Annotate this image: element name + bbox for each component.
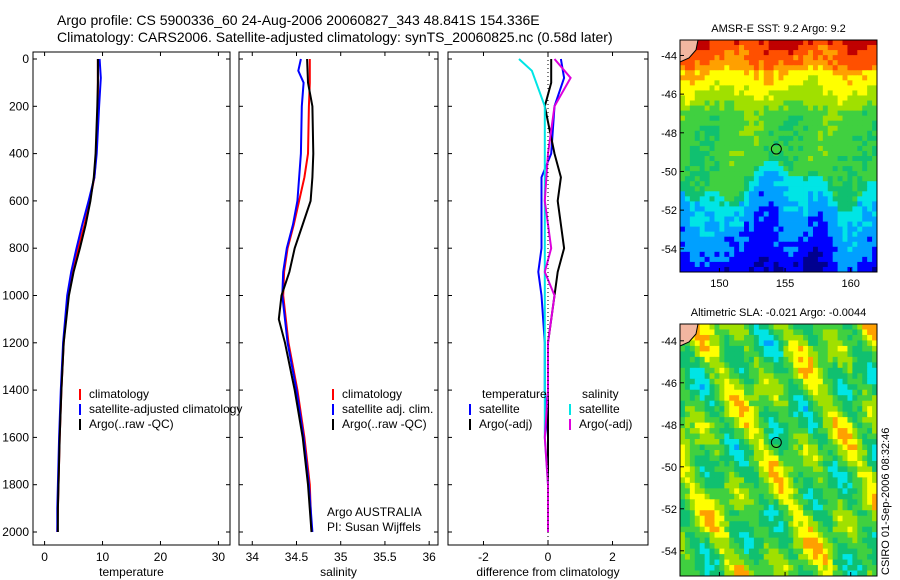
depth-y-tick-label: 600 (9, 194, 29, 208)
difference-legend-entry: satellite (479, 402, 520, 416)
salinity-legend-entry: satellite adj. clim. (342, 402, 433, 416)
salinity-x-axis-label: salinity (320, 565, 357, 579)
salinity-series-satellite-adj-clim- (281, 58, 314, 533)
salinity-x-tick-label: 35.5 (373, 550, 397, 564)
depth-y-tick-label: 1200 (2, 336, 29, 350)
sst-map-y-tick-label: -44 (661, 50, 677, 62)
sst-map-y-tick-label: -54 (661, 244, 677, 256)
side-timestamp-label: CSIRO 01-Sep-2006 08:32:46 (880, 427, 892, 575)
difference-x-tick-label: -2 (478, 550, 489, 564)
sla-map-y-tick-label: -46 (661, 378, 677, 390)
sst-map-argo-marker (770, 143, 782, 155)
difference-x-tick-label: 2 (609, 550, 616, 564)
temperature-series-argo-raw-qc- (56, 59, 99, 532)
temperature-legend-entry: Argo(..raw -QC) (89, 417, 174, 431)
difference-x-tick-label: 0 (545, 550, 552, 564)
depth-y-tick-label: 1400 (2, 383, 29, 397)
sla-map-y-tick-label: -50 (661, 462, 677, 474)
difference-legend-entry: satellite (579, 402, 620, 416)
depth-y-tick-label: 2000 (2, 525, 29, 539)
temperature-series-satellite-adjusted-climatology (56, 58, 102, 532)
sla-map-y-tick-label: -48 (661, 420, 677, 432)
sla-map-field (680, 324, 878, 577)
salinity-annotation-line: PI: Susan Wijffels (327, 520, 421, 534)
depth-y-tick-label: 800 (9, 241, 29, 255)
figure-title-line1: Argo profile: CS 5900336_60 24-Aug-2006 … (57, 12, 540, 28)
temperature-series-climatology (56, 59, 99, 533)
difference-panel (447, 51, 649, 546)
temperature-legend-entry: climatology (89, 387, 149, 401)
difference-x-axis-label: difference from climatology (476, 565, 619, 579)
temperature-x-tick-label: 10 (96, 550, 110, 564)
difference-series-temperature-argo-adj- (543, 59, 566, 532)
depth-y-tick-label: 1800 (2, 478, 29, 492)
salinity-legend-entry: Argo(..raw -QC) (342, 417, 427, 431)
temperature-x-tick-label: 30 (212, 550, 226, 564)
sst-map-y-tick-label: -46 (661, 89, 677, 101)
salinity-legend-entry: climatology (342, 387, 402, 401)
sla-map-y-tick-label: -52 (661, 504, 677, 516)
salinity-axes-frame (238, 51, 439, 546)
difference-series-salinity-satellite (518, 58, 549, 532)
temperature-panel (32, 51, 231, 546)
sst-map-y-tick-label: -48 (661, 128, 677, 140)
difference-legend-heading-salinity: salinity (582, 387, 619, 401)
depth-y-tick-label: 0 (22, 52, 29, 66)
sla-map-title: Altimetric SLA: -0.021 Argo: -0.0044 (691, 307, 866, 319)
salinity-x-tick-label: 35 (334, 550, 348, 564)
salinity-series-argo-raw-qc- (277, 58, 315, 533)
sst-map-x-tick-label: 150 (710, 278, 728, 290)
salinity-x-tick-label: 34 (246, 550, 260, 564)
depth-y-tick-label: 200 (9, 99, 29, 113)
depth-y-tick-label: 400 (9, 147, 29, 161)
sla-map-y-tick-label: -54 (661, 546, 677, 558)
sla-map-axes-frame (679, 323, 878, 577)
salinity-x-tick-label: 36 (422, 550, 436, 564)
sst-map-panel (679, 39, 878, 273)
sst-map-field (680, 40, 878, 273)
sst-map-x-tick-label: 160 (842, 278, 860, 290)
salinity-x-tick-label: 34.5 (285, 550, 309, 564)
difference-series-salinity-argo-adj- (543, 58, 572, 532)
temperature-x-tick-label: 20 (154, 550, 168, 564)
sst-map-title: AMSR-E SST: 9.2 Argo: 9.2 (711, 23, 846, 35)
temperature-x-tick-label: 0 (41, 550, 48, 564)
temperature-axes-frame (32, 51, 231, 546)
difference-legend-entry: Argo(-adj) (479, 417, 532, 431)
sla-map-y-tick-label: -44 (661, 336, 677, 348)
sst-map-y-tick-label: -52 (661, 205, 677, 217)
difference-legend-heading-temperature: temperature (482, 387, 547, 401)
sla-map-argo-marker (770, 436, 782, 448)
sst-map-x-tick-label: 155 (776, 278, 794, 290)
depth-y-tick-label: 1000 (2, 289, 29, 303)
temperature-legend-entry: satellite-adjusted climatology (89, 402, 242, 416)
sla-map-panel (679, 323, 878, 577)
sst-map-axes-frame (679, 39, 878, 273)
figure-title-line2: Climatology: CARS2006. Satellite-adjuste… (57, 29, 613, 45)
temperature-x-axis-label: temperature (99, 565, 164, 579)
difference-legend-entry: Argo(-adj) (579, 417, 632, 431)
salinity-annotation-line: Argo AUSTRALIA (327, 505, 422, 519)
salinity-panel (238, 51, 439, 546)
depth-y-tick-label: 1600 (2, 430, 29, 444)
sst-map-y-tick-label: -50 (661, 166, 677, 178)
